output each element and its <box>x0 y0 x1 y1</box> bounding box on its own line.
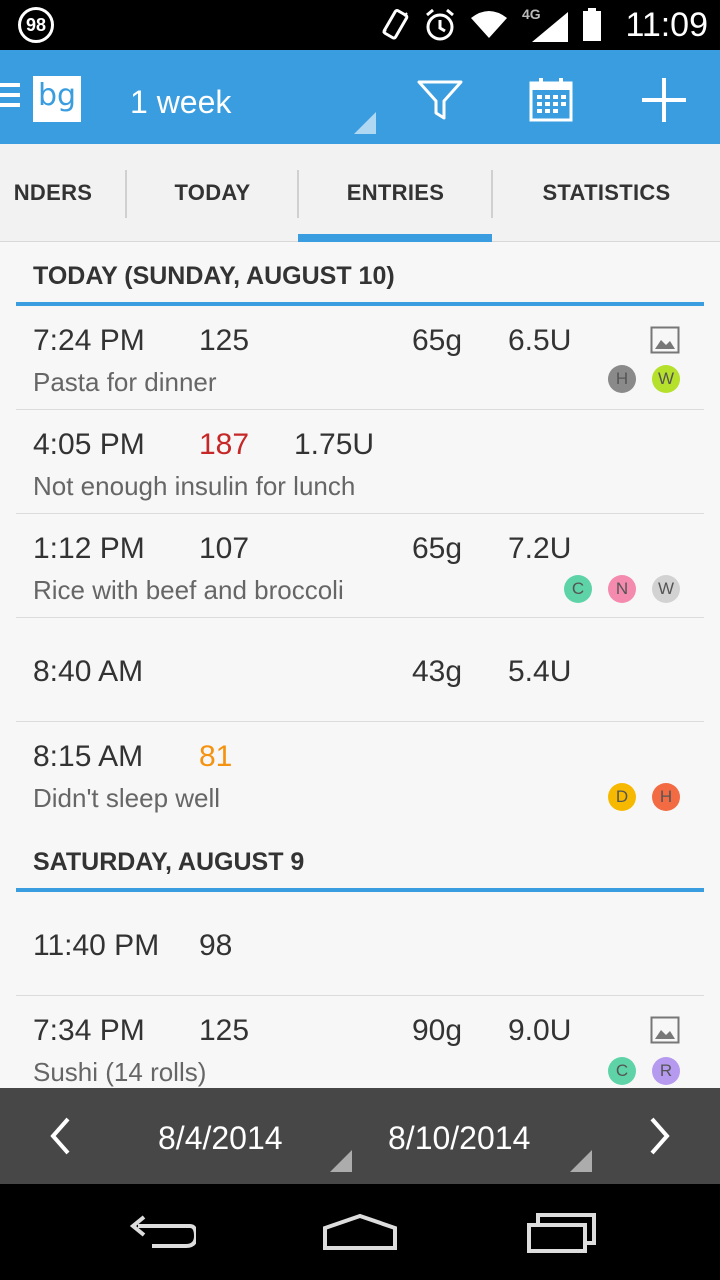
range-spinner[interactable]: 1 week <box>130 84 232 120</box>
entry-insulin: 9.0U <box>508 1014 572 1047</box>
status-bar: 98 4G 11:09 <box>0 0 720 50</box>
entry-insulin: 6.5U <box>508 324 572 357</box>
entry-note: Didn't sleep well <box>33 783 221 813</box>
tab-today[interactable]: TODAY <box>174 180 251 205</box>
entry-row[interactable]: 7:34 PM 125 90g 9.0U Sushi (14 rolls) C … <box>16 996 704 1088</box>
entry-row[interactable]: 4:05 PM 187 1.75U Not enough insulin for… <box>16 410 704 514</box>
tab-divider <box>125 170 127 218</box>
entry-time: 7:24 PM <box>33 324 145 357</box>
entry-glucose: 81 <box>199 740 233 773</box>
entry-time: 7:34 PM <box>33 1014 145 1047</box>
entry-note: Pasta for dinner <box>33 367 217 397</box>
vibrate-icon <box>382 8 409 40</box>
network-label: 4G <box>522 6 541 22</box>
tab-divider <box>297 170 299 218</box>
entry-time: 11:40 PM <box>33 929 160 962</box>
add-icon <box>642 78 686 122</box>
recents-icon <box>527 1213 596 1253</box>
entry-note: Sushi (14 rolls) <box>33 1057 207 1087</box>
tag-h: H <box>652 783 680 811</box>
entry-glucose: 187 <box>199 428 250 461</box>
entry-note: Rice with beef and broccoli <box>33 575 344 605</box>
action-bar: bg 1 week <box>0 50 720 144</box>
menu-icon[interactable] <box>0 83 20 109</box>
end-date-picker[interactable]: 8/10/2014 <box>388 1120 531 1156</box>
start-date-picker[interactable]: 8/4/2014 <box>158 1120 283 1156</box>
spinner-arrow-icon <box>570 1150 592 1172</box>
previous-range-button[interactable] <box>42 1114 78 1158</box>
notification-badge: 98 <box>18 7 54 43</box>
section-header: TODAY (SUNDAY, AUGUST 10) <box>16 242 704 306</box>
entry-time: 4:05 PM <box>33 428 145 461</box>
spinner-arrow-icon <box>354 112 376 134</box>
chevron-left-icon <box>50 1117 70 1155</box>
battery-icon <box>583 8 601 41</box>
entry-insulin: 5.4U <box>508 655 572 688</box>
add-entry-button[interactable] <box>634 70 694 130</box>
home-icon <box>323 1213 397 1250</box>
back-button[interactable] <box>115 1202 205 1262</box>
tag-w: W <box>652 575 680 603</box>
entry-time: 8:15 AM <box>33 740 144 773</box>
status-icons: 4G <box>380 6 602 42</box>
section-header: SATURDAY, AUGUST 9 <box>16 828 704 892</box>
entry-glucose: 98 <box>199 929 233 962</box>
home-button[interactable] <box>315 1202 405 1262</box>
entry-insulin: 7.2U <box>508 532 572 565</box>
entry-row[interactable]: 8:40 AM 43g 5.4U <box>16 618 704 722</box>
entry-carbs: 90g <box>412 1014 463 1047</box>
entry-insulin: 1.75U <box>294 428 375 461</box>
wifi-icon <box>471 11 507 38</box>
tab-reminders[interactable]: NDERS <box>13 180 93 205</box>
entry-row[interactable]: 11:40 PM 98 <box>16 892 704 996</box>
tag-n: N <box>608 575 636 603</box>
alarm-icon <box>426 8 454 41</box>
signal-icon: 4G <box>522 6 568 42</box>
entry-glucose: 107 <box>199 532 250 565</box>
tab-strip: NDERS TODAY ENTRIES STATISTICS <box>0 144 720 242</box>
system-nav-bar <box>0 1184 720 1280</box>
calendar-icon <box>529 78 573 122</box>
section-title: TODAY (SUNDAY, AUGUST 10) <box>33 262 395 290</box>
tag-d: D <box>608 783 636 811</box>
tag-c: C <box>608 1057 636 1085</box>
section-title: SATURDAY, AUGUST 9 <box>33 848 305 876</box>
clock: 11:09 <box>625 6 708 44</box>
date-range-bar: 8/4/2014 8/10/2014 <box>0 1088 720 1184</box>
filter-icon <box>417 80 463 120</box>
tab-entries[interactable]: ENTRIES <box>346 180 445 205</box>
recents-button[interactable] <box>517 1202 607 1262</box>
tag-h: H <box>608 365 636 393</box>
chevron-right-icon <box>650 1117 670 1155</box>
calendar-button[interactable] <box>521 70 581 130</box>
entry-glucose: 125 <box>199 324 250 357</box>
photo-icon[interactable] <box>650 1016 680 1044</box>
entry-glucose: 125 <box>199 1014 250 1047</box>
entries-list[interactable]: TODAY (SUNDAY, AUGUST 10) 7:24 PM 125 65… <box>0 242 720 1088</box>
tab-statistics[interactable]: STATISTICS <box>542 180 671 205</box>
filter-button[interactable] <box>410 70 470 130</box>
selected-tab-indicator <box>298 234 492 242</box>
entry-carbs: 43g <box>412 655 463 688</box>
entry-row[interactable]: 8:15 AM 81 Didn't sleep well D H <box>16 722 704 826</box>
spinner-arrow-icon <box>330 1150 352 1172</box>
entry-row[interactable]: 1:12 PM 107 65g 7.2U Rice with beef and … <box>16 514 704 618</box>
tag-w: W <box>652 365 680 393</box>
entry-carbs: 65g <box>412 532 463 565</box>
photo-icon[interactable] <box>650 326 680 354</box>
next-range-button[interactable] <box>642 1114 678 1158</box>
tag-r: R <box>652 1057 680 1085</box>
entry-row[interactable]: 7:24 PM 125 65g 6.5U Pasta for dinner H … <box>16 306 704 410</box>
entry-time: 8:40 AM <box>33 655 144 688</box>
entry-note: Not enough insulin for lunch <box>33 471 356 501</box>
back-icon <box>129 1215 196 1248</box>
tab-divider <box>491 170 493 218</box>
tag-c: C <box>564 575 592 603</box>
app-logo[interactable]: bg <box>33 76 81 122</box>
entry-time: 1:12 PM <box>33 532 145 565</box>
entry-carbs: 65g <box>412 324 463 357</box>
